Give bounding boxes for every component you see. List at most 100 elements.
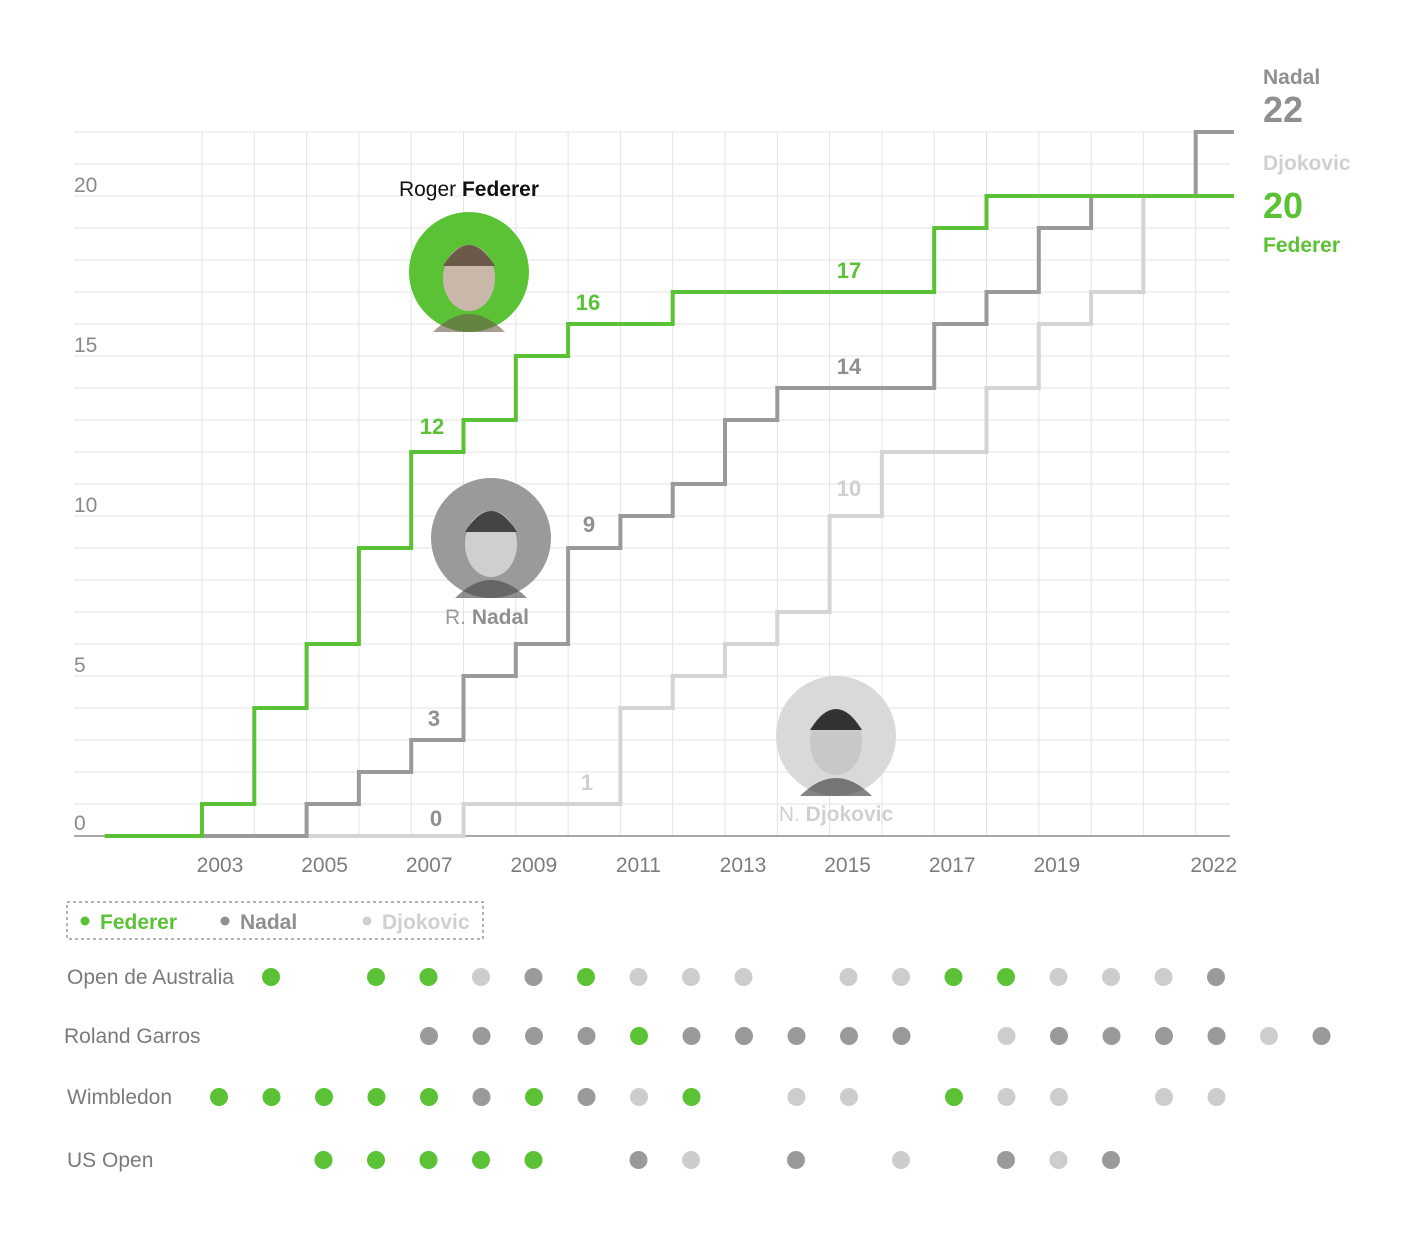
portrait-last-name: Federer: [462, 178, 539, 201]
portrait-shoulders: [800, 778, 872, 796]
legend-dot-djokovic: [362, 916, 372, 926]
tournament-label: Wimbledon: [67, 1086, 172, 1109]
series-line-federer: [104, 194, 1234, 838]
end-label-nadal-name: Nadal: [1263, 66, 1320, 89]
title-dot-djokovic: [1207, 1088, 1226, 1106]
grid: [74, 131, 1230, 837]
title-dot-federer: [997, 968, 1015, 986]
series-lines: [104, 130, 1234, 838]
title-dot-federer: [524, 1151, 543, 1169]
title-dot-djokovic: [1154, 968, 1173, 986]
legend-box: [66, 901, 484, 940]
title-dot-federer: [472, 1151, 490, 1169]
portrait-first-name: N.: [779, 803, 806, 826]
title-dot-federer: [210, 1088, 228, 1106]
title-dot-djokovic: [1102, 968, 1120, 986]
title-dot-djokovic: [629, 968, 648, 986]
portrait-label: N. Djokovic: [779, 803, 894, 826]
y-tick-label: 20: [74, 174, 97, 197]
nadal-annotation: 9: [583, 512, 595, 537]
legend-dot-nadal: [220, 916, 230, 926]
portrait-first-name: Roger: [399, 178, 462, 201]
title-dot-federer: [577, 968, 595, 986]
djokovic-annotation: 10: [837, 476, 861, 501]
title-dot-nadal: [1207, 1027, 1226, 1045]
title-dot-nadal: [524, 968, 543, 986]
x-tick-label: 2003: [197, 854, 244, 877]
title-dot-federer: [367, 1088, 386, 1106]
x-tick-label: 2019: [1033, 854, 1080, 877]
federer-annotation: 17: [837, 258, 861, 283]
x-tick-label: 2017: [929, 854, 976, 877]
end-label-djokovic-name: Djokovic: [1263, 152, 1351, 175]
portrait-hair: [443, 245, 495, 266]
title-dot-nadal: [1312, 1027, 1331, 1045]
title-dot-djokovic: [630, 1088, 648, 1106]
djokovic-annotation: 1: [581, 770, 593, 795]
portrait-last-name: Djokovic: [806, 803, 894, 826]
title-dot-federer: [262, 968, 280, 986]
end-label-federer-name: Federer: [1263, 234, 1340, 257]
portrait-first-name: R.: [445, 606, 472, 629]
y-tick-label: 15: [74, 334, 97, 357]
portrait-shoulders: [433, 314, 505, 332]
title-dot-nadal: [682, 1027, 701, 1045]
legend-label-nadal: Nadal: [240, 911, 297, 934]
x-tick-label: 2015: [824, 854, 871, 877]
title-dot-nadal: [1155, 1027, 1173, 1045]
title-dot-djokovic: [1155, 1088, 1173, 1106]
title-dot-nadal: [472, 1088, 491, 1106]
title-dot-federer: [419, 968, 438, 986]
title-dot-federer: [367, 1151, 385, 1169]
djokovic-annotation: 0: [430, 806, 442, 831]
tournament-label: US Open: [67, 1149, 153, 1172]
federer-annotation: 12: [420, 414, 444, 439]
title-dot-nadal: [1207, 968, 1225, 986]
title-dot-nadal: [1102, 1027, 1121, 1045]
title-dot-djokovic: [682, 1151, 700, 1169]
title-dot-nadal: [892, 1027, 911, 1045]
title-dot-djokovic: [839, 968, 858, 986]
title-dot-nadal: [472, 1027, 491, 1045]
title-dot-djokovic: [1049, 968, 1068, 986]
title-dot-federer: [945, 1088, 963, 1106]
title-dot-nadal: [525, 1027, 543, 1045]
federer-annotation: 16: [576, 290, 600, 315]
tournament-label: Roland Garros: [64, 1025, 201, 1048]
series-line-nadal: [157, 130, 1234, 838]
x-tick-label: 2022: [1190, 854, 1237, 877]
title-dot-djokovic: [734, 968, 753, 986]
y-tick-label: 0: [74, 812, 86, 835]
y-axis: 0 5 10 15 20: [74, 174, 97, 835]
title-dot-federer: [525, 1088, 543, 1106]
title-dot-federer: [367, 968, 385, 986]
title-dot-djokovic: [997, 1088, 1016, 1106]
title-dot-federer: [315, 1088, 333, 1106]
title-dot-djokovic: [472, 968, 490, 986]
title-dot-nadal: [997, 1151, 1015, 1169]
title-dot-federer: [630, 1027, 648, 1045]
title-dot-federer: [419, 1151, 438, 1169]
title-dot-federer: [262, 1088, 281, 1106]
title-dot-djokovic: [787, 1088, 806, 1106]
nadal-annotation: 3: [428, 706, 440, 731]
x-axis: 2003 2005 2007 2009 2011 2013 2015 2017 2019 2022: [197, 854, 1237, 877]
x-tick-label: 2011: [616, 854, 661, 877]
portrait-last-name: Nadal: [472, 606, 529, 629]
federer-portrait-icon: Roger Federer: [399, 178, 539, 332]
title-dot-nadal: [787, 1027, 806, 1045]
title-dot-djokovic: [1049, 1151, 1068, 1169]
annotations: 12 16 17 3 9 14 0 1 10: [420, 258, 862, 831]
series-line-djokovic: [261, 194, 1234, 838]
title-dot-federer: [682, 1088, 701, 1106]
title-dot-djokovic: [997, 1027, 1016, 1045]
end-label-nadal-value: 22: [1263, 89, 1303, 130]
y-tick-label: 5: [74, 654, 86, 677]
x-tick-label: 2009: [510, 854, 557, 877]
nadal-annotation: 14: [837, 354, 862, 379]
portrait-hair: [810, 709, 862, 730]
portrait-shoulders: [455, 580, 527, 598]
title-dot-federer: [944, 968, 963, 986]
